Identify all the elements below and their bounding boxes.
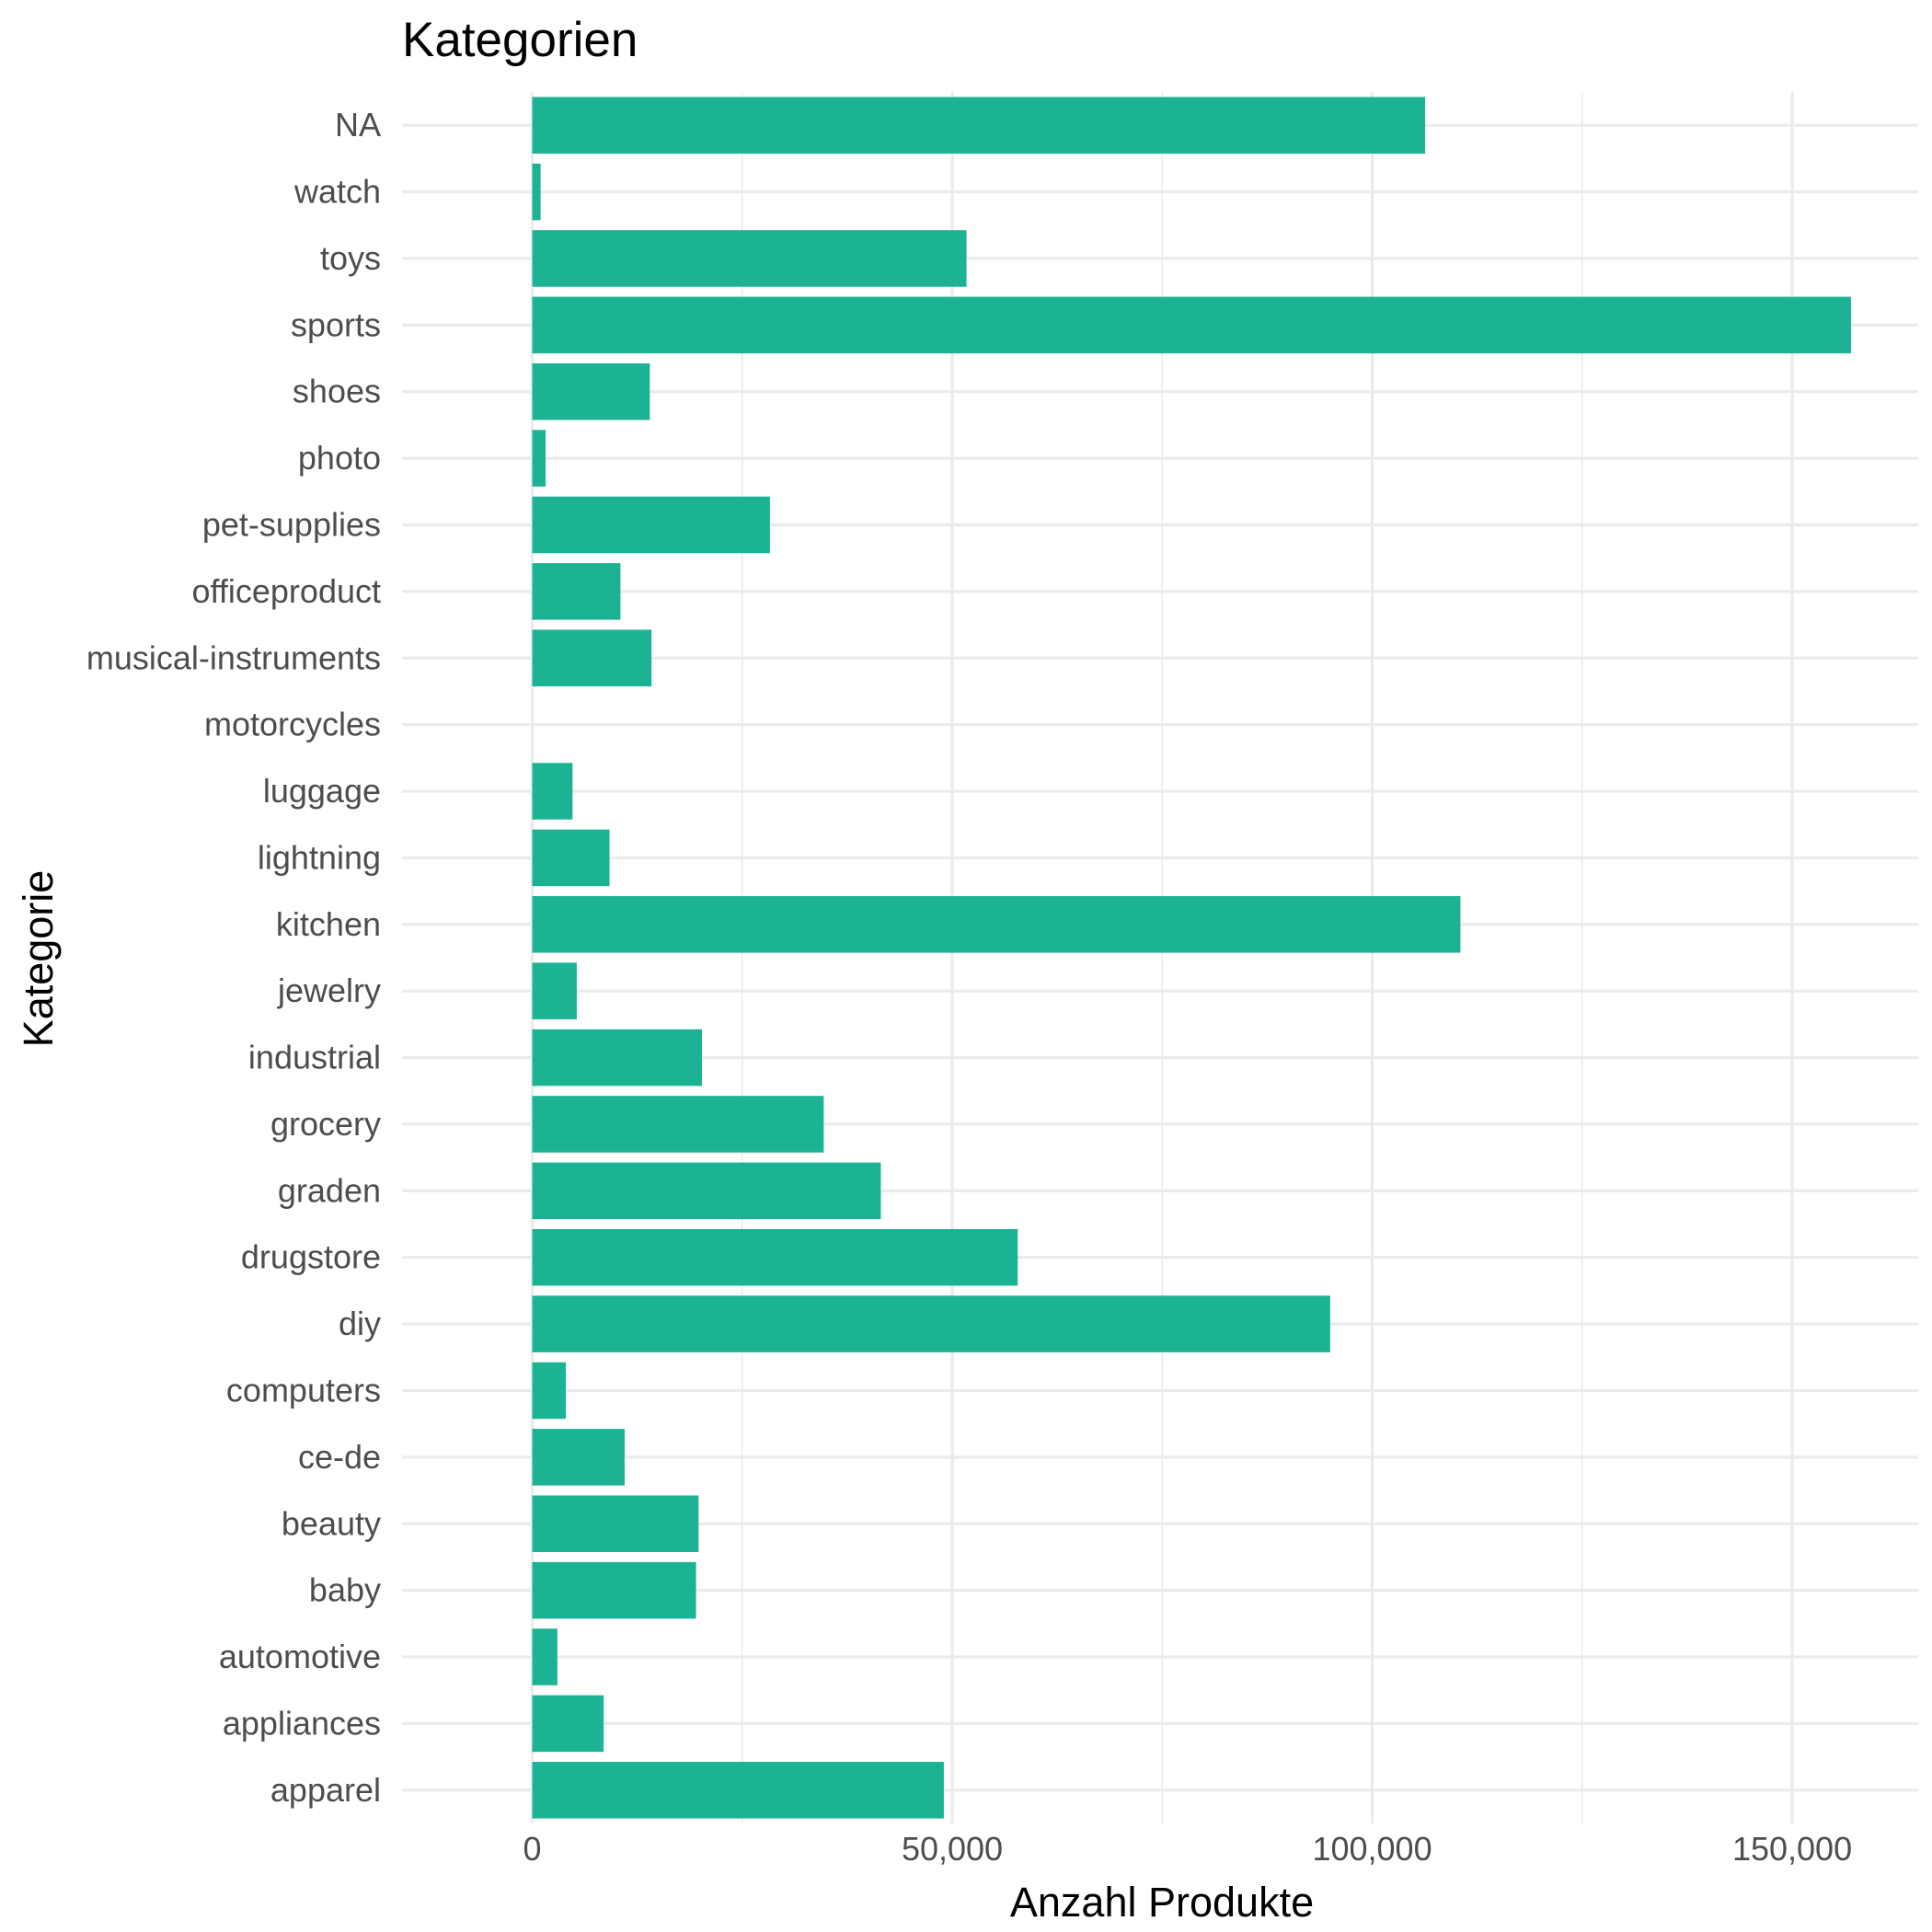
bars — [532, 97, 1851, 1819]
x-axis-title: Anzahl Produkte — [1010, 1879, 1314, 1926]
y-tick-label: lightning — [258, 838, 381, 876]
bar-diy — [532, 1295, 1330, 1352]
bar-shoes — [532, 362, 650, 420]
bar-apparel — [532, 1762, 944, 1819]
bar-officeproduct — [532, 563, 621, 620]
bar-beauty — [532, 1495, 699, 1553]
bar-drugstore — [532, 1228, 1018, 1286]
bar-lightning — [532, 829, 610, 887]
y-tick-label: watch — [293, 173, 381, 211]
y-tick-label: luggage — [263, 772, 381, 810]
x-tick-label: 150,000 — [1732, 1830, 1852, 1868]
x-tick-label: 100,000 — [1312, 1830, 1432, 1868]
bar-luggage — [532, 763, 573, 820]
y-tick-label: industrial — [248, 1039, 381, 1076]
bar-grocery — [532, 1096, 824, 1153]
y-tick-label: shoes — [293, 373, 381, 410]
bar-industrial — [532, 1029, 702, 1087]
y-tick-label: NA — [335, 106, 381, 144]
bar-appliances — [532, 1695, 604, 1753]
bar-watch — [532, 163, 541, 221]
y-tick-label: appliances — [223, 1704, 381, 1742]
bar-toys — [532, 230, 967, 287]
y-tick-label: photo — [298, 439, 381, 477]
bar-graden — [532, 1162, 881, 1220]
x-axis-tick-labels: 0 50,000 100,000 150,000 — [523, 1830, 1853, 1868]
bar-musical-instruments — [532, 629, 652, 687]
bar-NA — [532, 97, 1426, 154]
bar-jewelry — [532, 962, 577, 1019]
y-tick-label: pet-supplies — [202, 506, 381, 544]
x-tick-label: 50,000 — [902, 1830, 1003, 1868]
x-tick-label: 0 — [523, 1830, 542, 1868]
bar-baby — [532, 1561, 696, 1619]
y-tick-label: grocery — [270, 1105, 381, 1143]
bar-sports — [532, 296, 1851, 354]
y-tick-label: apparel — [270, 1771, 381, 1809]
y-axis-title: Kategorie — [15, 870, 62, 1048]
bar-kitchen — [532, 896, 1461, 953]
y-tick-label: baby — [309, 1571, 381, 1609]
y-tick-label: ce-de — [298, 1438, 381, 1476]
y-axis-tick-labels: apparel appliances automotive baby beauty ce-… — [86, 106, 381, 1809]
bar-photo — [532, 430, 546, 487]
y-tick-label: toys — [320, 239, 381, 277]
bar-pet-supplies — [532, 496, 770, 554]
y-tick-label: drugstore — [241, 1238, 381, 1276]
y-tick-label: graden — [278, 1171, 381, 1209]
bar-computers — [532, 1362, 567, 1420]
y-tick-label: motorcycles — [204, 706, 381, 743]
bar-ce-de — [532, 1429, 625, 1486]
y-tick-label: computers — [226, 1372, 381, 1409]
y-tick-label: automotive — [219, 1638, 381, 1675]
y-tick-label: officeproduct — [192, 572, 381, 610]
y-tick-label: jewelry — [277, 972, 381, 1009]
y-tick-label: sports — [291, 305, 381, 343]
y-tick-label: musical-instruments — [86, 638, 381, 676]
y-tick-label: beauty — [282, 1504, 381, 1542]
y-tick-label: diy — [339, 1305, 381, 1342]
chart-title: Kategorien — [402, 13, 638, 67]
y-tick-label: kitchen — [276, 905, 381, 943]
bar-automotive — [532, 1628, 558, 1685]
